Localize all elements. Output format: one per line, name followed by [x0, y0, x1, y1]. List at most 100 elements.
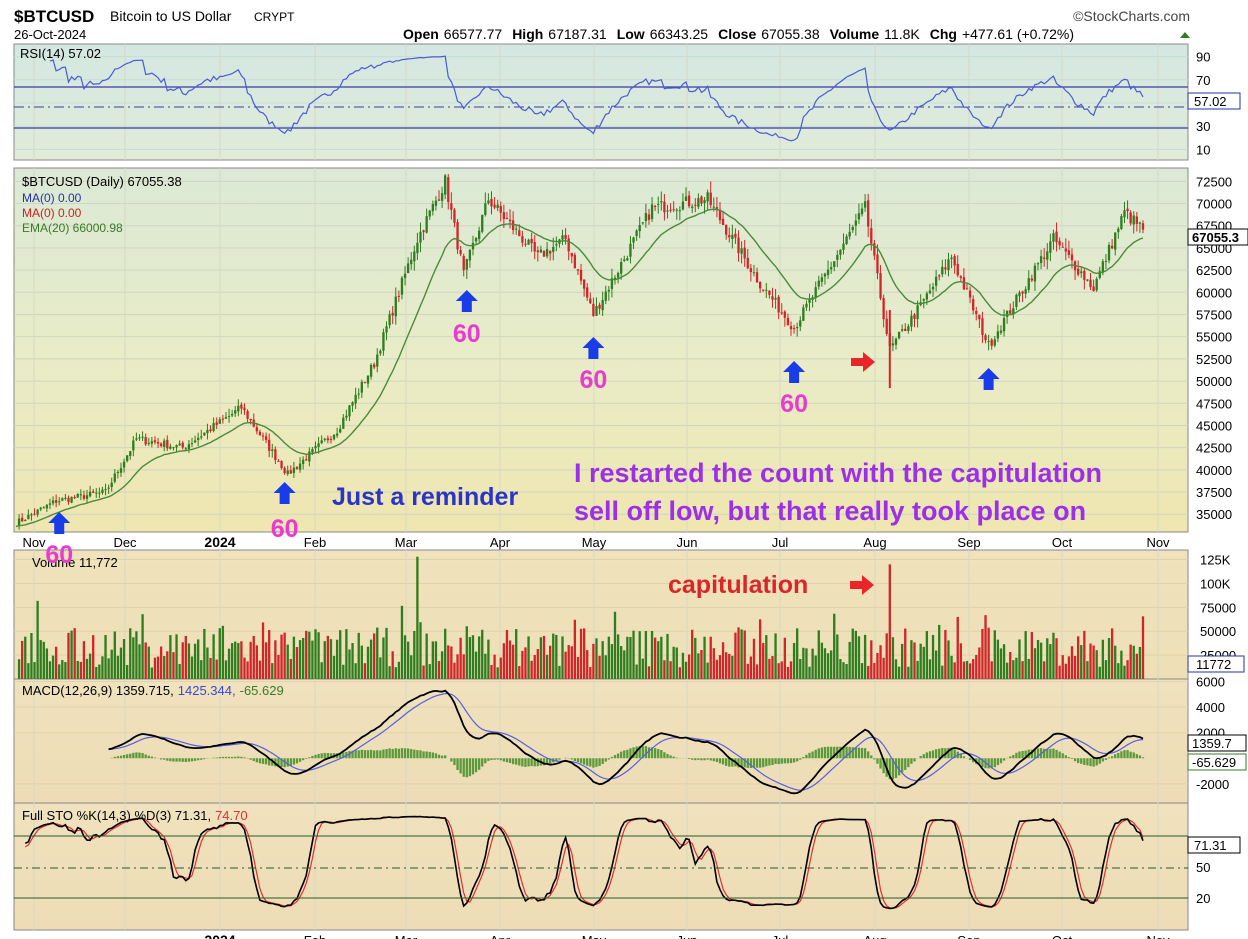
volume-bar [691, 629, 694, 679]
macd-histogram-bar [280, 758, 283, 768]
volume-bar [311, 640, 314, 679]
volume-bar [894, 659, 898, 679]
volume-bar [941, 665, 944, 679]
volume-bar [1024, 631, 1027, 679]
volume-bar [783, 637, 786, 679]
macd-histogram-bar [616, 753, 620, 759]
candle-body [1089, 279, 1092, 288]
candle-body [113, 473, 116, 482]
rsi-series [49, 55, 1144, 142]
candle-body [400, 277, 404, 295]
volume-bar [376, 627, 379, 679]
volume-bar [709, 636, 712, 679]
volume-bar [444, 628, 447, 679]
macd-histogram-bar [934, 749, 938, 759]
macd-histogram-bar [666, 753, 669, 759]
volume-bar [1126, 660, 1129, 679]
candle-body [576, 269, 580, 271]
volume-bar [484, 653, 487, 679]
volume-bar [237, 642, 240, 679]
candle-body [484, 203, 487, 215]
candle-body [638, 225, 641, 232]
sixty-count-label: 60 [780, 390, 808, 418]
candle-body [240, 404, 243, 409]
macd-histogram-bar [829, 746, 833, 759]
candle-body [416, 242, 419, 254]
candle-body [808, 298, 811, 303]
volume-bar [249, 641, 252, 679]
volume-tick-label: 125K [1200, 553, 1231, 568]
volume-bar [172, 652, 175, 679]
macd-histogram-bar [854, 747, 858, 759]
close-label: Close [718, 26, 756, 42]
volume-bar [125, 665, 129, 679]
volume-bar [215, 659, 218, 679]
volume-bar [339, 630, 342, 679]
candle-body [116, 472, 120, 474]
volume-bar [1061, 655, 1064, 679]
volume-bar [604, 655, 607, 679]
candle-body [369, 364, 373, 377]
candle-body [1002, 318, 1006, 332]
volume-bar [363, 663, 367, 679]
volume-bar [48, 661, 52, 679]
sto-d-label: 74.70 [215, 808, 248, 823]
bottom-month-label: Jul [772, 933, 789, 939]
bottom-month-label: Nov [1146, 933, 1170, 939]
macd-histogram-bar [178, 758, 181, 762]
volume-bar [768, 658, 771, 679]
volume-bar [972, 659, 975, 679]
volume-bar [567, 645, 570, 679]
macd-histogram-bar [203, 758, 206, 760]
candle-body [743, 247, 746, 259]
sto-series [24, 815, 1144, 910]
volume-bar [734, 632, 737, 679]
macd-histogram-bar [1123, 750, 1126, 759]
macd-histogram-bar [490, 758, 493, 761]
macd-histogram-bar [1089, 758, 1092, 767]
macd-histogram-bar [607, 758, 610, 760]
volume-bar [934, 650, 938, 679]
volume-bar [1052, 632, 1055, 679]
macd-histogram-bar [938, 748, 941, 759]
volume-bar [978, 647, 981, 679]
rsi-tick-label: 90 [1196, 50, 1210, 65]
candle-body [197, 437, 200, 441]
candle-body [184, 448, 187, 450]
candle-body [1033, 265, 1037, 282]
volume-bar [147, 646, 150, 679]
macd-histogram-bar [428, 751, 431, 759]
volume-bar [295, 647, 299, 679]
macd-histogram-bar [762, 758, 765, 768]
macd-histogram-bar [135, 752, 138, 759]
macd-tick-label: 6000 [1196, 675, 1225, 690]
candle-body [678, 210, 682, 212]
macd-histogram-bar [385, 749, 388, 759]
macd-histogram-bar [897, 758, 901, 776]
macd-histogram-bar [904, 758, 907, 770]
volume-bar [400, 605, 404, 679]
volume-bar [206, 647, 209, 679]
volume-bar [1114, 645, 1117, 679]
macd-histogram-bar [638, 746, 641, 759]
low-label: Low [617, 26, 645, 42]
candle-body [1120, 216, 1123, 229]
macd-histogram-bar [694, 758, 697, 761]
volume-bar [888, 564, 891, 679]
candle-body [616, 272, 620, 278]
macd-histogram-bar [314, 754, 317, 759]
macd-histogram-bar [311, 755, 314, 759]
restart-annotation-line1: I restarted the count with the capitulat… [574, 458, 1102, 488]
volume-bar [122, 639, 126, 679]
volume-bar [1070, 646, 1074, 679]
macd-histogram-bar [740, 758, 743, 768]
up-triangle-icon [1180, 32, 1190, 38]
macd-histogram-bar [842, 746, 845, 759]
macd-histogram-bar [860, 747, 864, 759]
low-value: 66343.25 [650, 26, 709, 42]
macd-histogram-bar [959, 753, 962, 759]
candle-body [1126, 208, 1129, 212]
macd-histogram-bar [221, 756, 225, 759]
macd-histogram-bar [379, 750, 382, 759]
volume-bar [230, 643, 234, 679]
